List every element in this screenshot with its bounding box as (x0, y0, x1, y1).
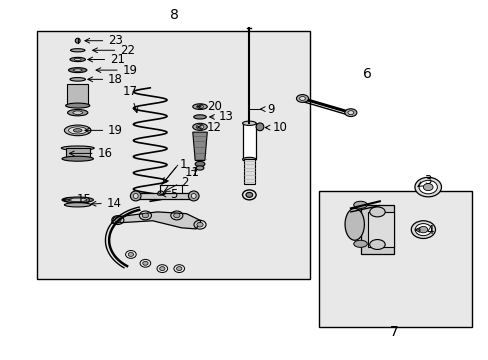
Text: 5: 5 (161, 188, 178, 201)
Bar (65, 148, 90, 159)
Text: 21: 21 (88, 53, 125, 66)
Bar (367, 212, 393, 247)
Ellipse shape (70, 77, 85, 81)
Ellipse shape (369, 239, 385, 249)
Polygon shape (192, 132, 207, 161)
Ellipse shape (344, 109, 356, 117)
Ellipse shape (62, 197, 93, 203)
Bar (67, 84, 88, 105)
Ellipse shape (197, 222, 203, 227)
Ellipse shape (74, 58, 81, 60)
Ellipse shape (115, 218, 121, 222)
Ellipse shape (130, 191, 141, 201)
Ellipse shape (176, 267, 182, 271)
Ellipse shape (70, 57, 85, 62)
Ellipse shape (196, 166, 203, 170)
Text: 16: 16 (69, 147, 112, 160)
Text: 18: 18 (88, 73, 123, 86)
Bar (136, 193, 193, 199)
Ellipse shape (173, 213, 180, 218)
Ellipse shape (369, 207, 385, 217)
Ellipse shape (353, 201, 366, 208)
Ellipse shape (64, 203, 91, 207)
Ellipse shape (196, 105, 203, 108)
Text: 8: 8 (170, 8, 179, 22)
Text: 7: 7 (389, 325, 398, 339)
Text: 13: 13 (209, 111, 233, 123)
Text: 20: 20 (197, 100, 221, 113)
Ellipse shape (423, 184, 432, 191)
Ellipse shape (73, 69, 82, 71)
Ellipse shape (192, 123, 207, 130)
Ellipse shape (133, 193, 138, 198)
Text: 17: 17 (122, 85, 138, 113)
Text: 4: 4 (414, 224, 433, 237)
Ellipse shape (158, 191, 163, 195)
Polygon shape (111, 212, 201, 229)
Ellipse shape (418, 226, 427, 233)
Text: 22: 22 (93, 44, 135, 57)
Bar (360, 205, 393, 255)
Ellipse shape (299, 96, 305, 100)
Ellipse shape (245, 192, 252, 197)
Text: 19: 19 (85, 124, 123, 137)
Bar (319, 191, 471, 327)
Ellipse shape (242, 121, 256, 125)
Ellipse shape (347, 111, 353, 114)
Text: 2: 2 (180, 176, 188, 189)
Bar (242, 123, 256, 159)
Ellipse shape (195, 161, 204, 167)
Ellipse shape (345, 208, 364, 240)
Bar (37, 31, 309, 279)
Ellipse shape (68, 127, 87, 134)
Ellipse shape (296, 95, 308, 102)
Ellipse shape (242, 157, 256, 162)
Ellipse shape (61, 146, 94, 150)
Ellipse shape (73, 129, 82, 132)
Ellipse shape (68, 68, 87, 73)
Ellipse shape (196, 125, 203, 129)
Ellipse shape (192, 104, 207, 109)
Ellipse shape (414, 224, 431, 236)
Ellipse shape (128, 252, 133, 256)
Text: 23: 23 (85, 34, 123, 47)
Ellipse shape (73, 111, 82, 114)
Ellipse shape (62, 156, 93, 161)
Ellipse shape (418, 180, 436, 194)
Text: 11: 11 (184, 166, 200, 179)
Ellipse shape (68, 198, 87, 202)
Text: 14: 14 (91, 197, 122, 210)
Ellipse shape (353, 240, 366, 247)
Text: 6: 6 (363, 67, 371, 81)
Ellipse shape (157, 193, 160, 195)
Ellipse shape (159, 267, 164, 271)
Ellipse shape (75, 38, 80, 43)
Ellipse shape (410, 221, 435, 238)
Ellipse shape (70, 49, 85, 52)
Ellipse shape (414, 177, 441, 197)
Ellipse shape (142, 213, 148, 218)
Ellipse shape (64, 125, 91, 136)
Text: 19: 19 (96, 64, 138, 77)
Bar (243, 159, 255, 184)
Ellipse shape (256, 123, 264, 131)
Text: 15: 15 (63, 193, 91, 206)
Text: 12: 12 (197, 121, 222, 134)
Text: 10: 10 (265, 121, 287, 134)
Text: 3: 3 (417, 174, 431, 186)
Ellipse shape (193, 115, 206, 119)
Text: 9: 9 (260, 103, 274, 116)
Ellipse shape (142, 261, 148, 265)
Ellipse shape (191, 193, 196, 198)
Ellipse shape (188, 191, 199, 201)
Text: 1: 1 (179, 158, 186, 171)
Ellipse shape (67, 109, 88, 116)
Ellipse shape (65, 103, 90, 108)
